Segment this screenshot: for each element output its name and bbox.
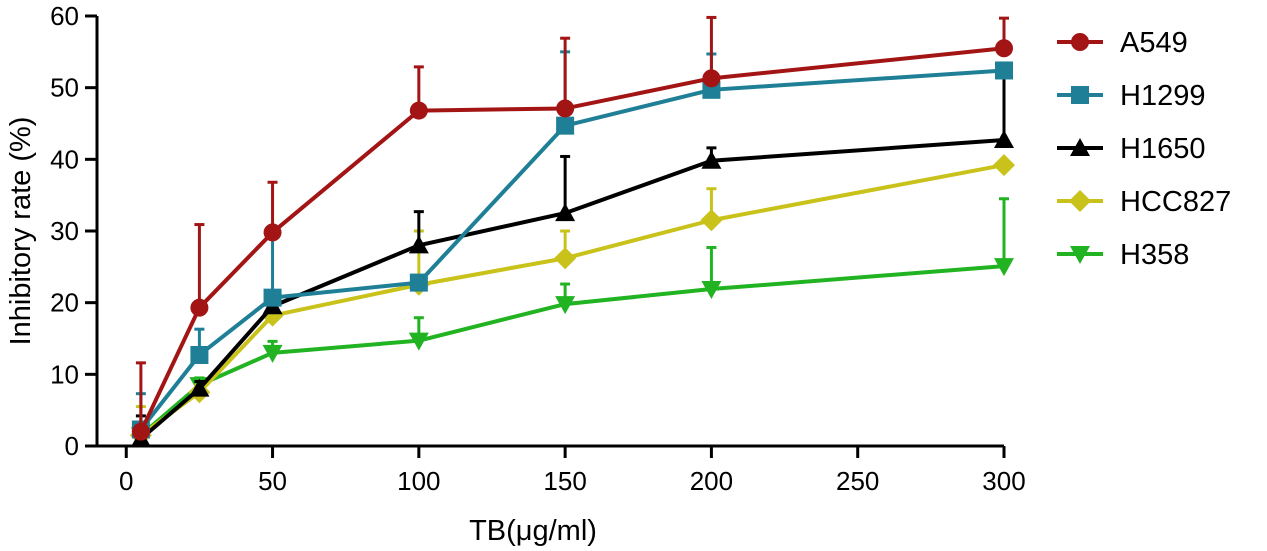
data-point (700, 209, 723, 232)
x-tick-label: 300 (982, 466, 1025, 496)
data-point (994, 129, 1014, 148)
legend-label: H1299 (1120, 80, 1205, 112)
x-axis: 0 50 100 150 200 250 300 (97, 444, 1026, 496)
series-h1650 (130, 66, 1014, 447)
legend-marker (1071, 33, 1089, 51)
x-axis-title: TB(μg/ml) (469, 515, 597, 547)
y-tick-label: 50 (50, 73, 79, 103)
data-point (408, 235, 429, 254)
data-point (554, 247, 577, 270)
data-point (263, 223, 282, 242)
x-tick-label: 150 (543, 466, 586, 496)
data-point (556, 116, 575, 135)
y-tick-label: 60 (50, 1, 79, 31)
data-point (556, 99, 575, 118)
data-point (701, 150, 722, 169)
series-layer (129, 15, 1015, 447)
legend-item-hcc827: HCC827 (1057, 186, 1231, 218)
x-tick-label: 200 (690, 466, 733, 496)
y-tick-label: 10 (50, 359, 79, 389)
data-point (262, 344, 283, 363)
legend-item-h1650: H1650 (1057, 133, 1205, 165)
y-tick-label: 0 (65, 431, 79, 461)
y-axis: 0 10 20 30 40 50 60 (50, 1, 99, 461)
data-point (131, 422, 150, 441)
legend-label: H1650 (1120, 133, 1205, 165)
data-point (701, 281, 722, 300)
y-axis-title: Inhibitory rate (%) (5, 117, 37, 346)
legend-marker (1070, 246, 1090, 264)
legend-item-h1299: H1299 (1057, 80, 1205, 112)
y-tick-label: 40 (50, 144, 79, 174)
data-point (555, 203, 576, 222)
x-tick-label: 100 (397, 466, 440, 496)
legend-marker (1071, 86, 1089, 104)
legend-label: H358 (1120, 239, 1189, 271)
data-point (190, 298, 209, 317)
data-point (409, 101, 428, 120)
data-point (993, 154, 1015, 177)
y-tick-label: 30 (50, 216, 79, 246)
data-point (190, 345, 209, 364)
x-tick-label: 250 (836, 466, 879, 496)
data-point (555, 296, 576, 315)
legend-label: HCC827 (1120, 186, 1231, 218)
legend: A549 H1299 H1650 HCC827 H358 (1057, 27, 1231, 271)
data-point (995, 61, 1013, 80)
legend-marker (1069, 190, 1091, 212)
x-tick-label: 50 (258, 466, 287, 496)
series-a549 (131, 15, 1013, 441)
legend-item-a549: A549 (1057, 27, 1188, 59)
data-point (995, 39, 1013, 58)
y-tick-label: 20 (50, 288, 79, 318)
legend-item-h358: H358 (1057, 239, 1189, 271)
data-point (409, 273, 428, 292)
data-point (994, 258, 1014, 277)
series-h358 (130, 197, 1014, 446)
data-point (702, 69, 721, 88)
data-point (263, 288, 282, 307)
data-point (408, 332, 429, 351)
legend-label: A549 (1120, 27, 1188, 59)
data-point (189, 378, 210, 397)
legend-marker (1070, 138, 1090, 156)
x-tick-label: 0 (119, 466, 133, 496)
